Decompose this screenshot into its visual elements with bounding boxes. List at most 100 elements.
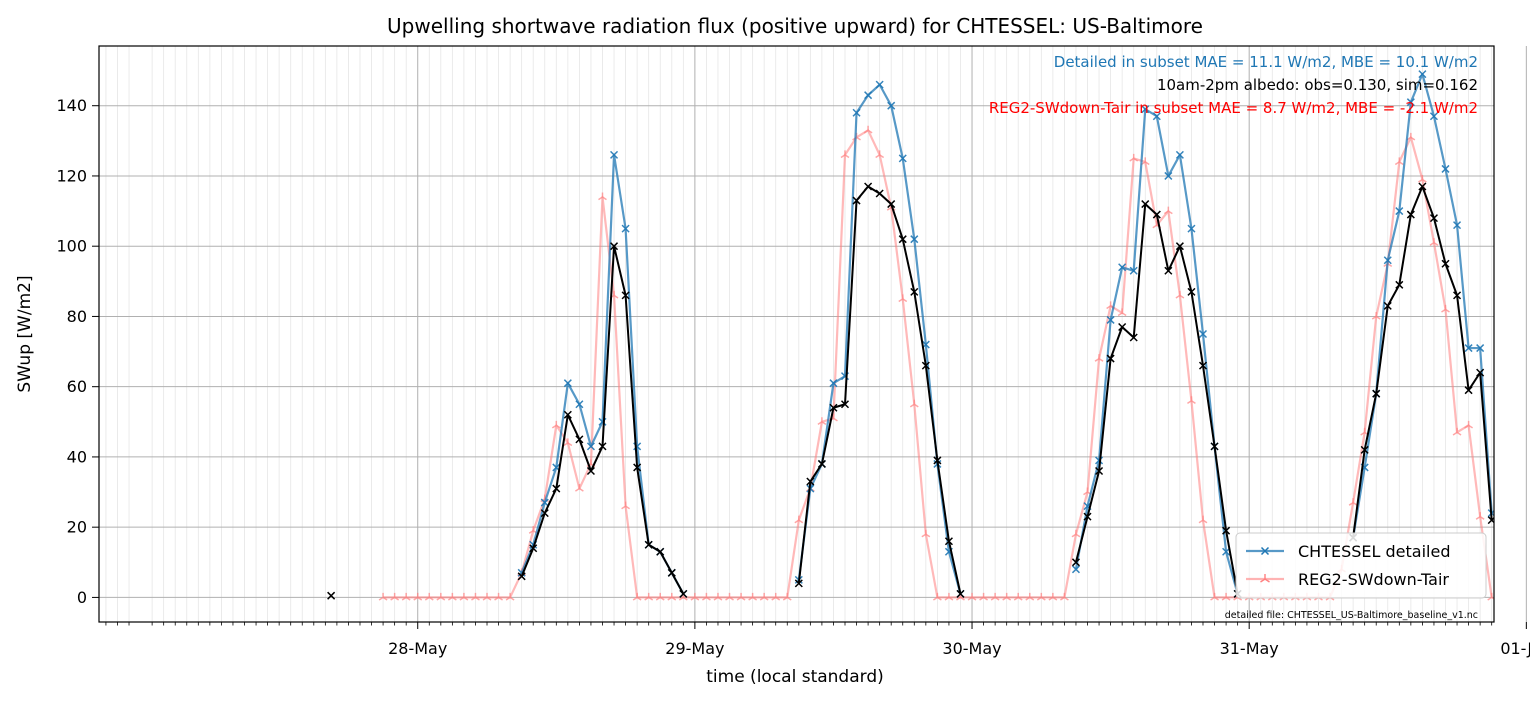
data-point	[1395, 207, 1404, 216]
data-point	[598, 192, 607, 201]
data-point	[1453, 291, 1462, 300]
data-point	[413, 592, 423, 601]
data-point	[852, 108, 861, 117]
data-point	[1371, 311, 1381, 320]
y-tick-label: 140	[56, 96, 87, 115]
data-point	[1141, 200, 1150, 209]
data-point	[610, 150, 619, 159]
data-point	[471, 592, 480, 601]
data-point	[447, 592, 457, 601]
data-point	[1222, 526, 1231, 535]
y-tick-label: 60	[67, 377, 87, 396]
x-tick-label: 29-May	[665, 639, 724, 658]
data-point	[1187, 396, 1196, 404]
data-point	[1383, 256, 1392, 265]
minor-grid	[105, 46, 1493, 622]
data-point	[1095, 466, 1104, 476]
data-point	[401, 592, 411, 601]
data-point	[909, 399, 919, 408]
plot-frame	[98, 45, 1495, 623]
data-point	[748, 592, 758, 601]
data-point	[794, 579, 803, 588]
data-point	[667, 568, 676, 577]
data-point	[655, 592, 665, 601]
data-point	[482, 592, 492, 601]
data-point	[1164, 266, 1173, 275]
data-point	[829, 379, 838, 388]
data-point	[1406, 98, 1415, 107]
data-point	[540, 509, 549, 518]
data-point	[1071, 529, 1081, 538]
data-point	[552, 484, 561, 493]
data-point	[1360, 445, 1369, 454]
data-point	[1071, 558, 1080, 567]
footnote: detailed file: CHTESSEL_US-Baltimore_bas…	[1225, 610, 1478, 621]
data-point	[1025, 592, 1035, 601]
data-point	[1198, 329, 1208, 339]
data-point	[1094, 354, 1104, 362]
data-point	[840, 400, 850, 409]
data-point	[1429, 112, 1438, 121]
data-point	[817, 417, 827, 426]
data-point	[1117, 308, 1127, 317]
data-point	[1395, 280, 1404, 289]
data-point	[898, 235, 907, 244]
data-point	[424, 592, 434, 601]
data-point	[436, 592, 446, 601]
data-point	[586, 466, 595, 476]
data-point	[944, 592, 954, 601]
data-point	[898, 154, 907, 163]
data-point	[1152, 210, 1161, 219]
data-point	[932, 592, 942, 601]
data-point	[656, 547, 665, 556]
y-tick-label: 120	[56, 166, 87, 185]
data-point	[1210, 442, 1219, 451]
data-point	[1429, 214, 1438, 223]
data-point	[1002, 592, 1012, 601]
data-point	[887, 101, 896, 110]
major-grid	[99, 46, 1527, 622]
data-point	[1106, 354, 1115, 363]
data-point	[633, 463, 642, 472]
data-point	[725, 592, 734, 601]
data-point	[1095, 456, 1104, 465]
data-point	[1441, 259, 1450, 268]
data-point	[1152, 112, 1161, 121]
data-point	[529, 544, 538, 553]
data-point	[1198, 361, 1208, 370]
legend-marker-chtessel	[1260, 546, 1270, 556]
data-point	[1106, 315, 1115, 324]
y-tick-label: 0	[77, 588, 87, 607]
data-point	[875, 150, 885, 159]
data-point	[1417, 174, 1427, 183]
annotation-detailed-stats: Detailed in subset MAE = 11.1 W/m2, MBE …	[1054, 53, 1478, 71]
data-point	[598, 442, 607, 451]
data-point	[586, 442, 595, 451]
data-point	[1071, 565, 1080, 574]
y-axis-label: SWup [W/m2]	[15, 275, 35, 392]
x-tick-label: 01-Jun	[1500, 639, 1530, 658]
data-point	[574, 484, 584, 492]
data-point	[327, 591, 336, 600]
data-point	[1464, 344, 1473, 353]
series-reference	[327, 182, 1494, 600]
data-point	[921, 529, 931, 538]
data-point	[1372, 389, 1381, 398]
legend-label-reg2: REG2-SWdown-Tair	[1298, 570, 1449, 589]
data-point	[1418, 182, 1427, 191]
data-point	[863, 125, 873, 134]
data-point	[563, 379, 572, 388]
data-point	[713, 592, 723, 601]
data-point	[1060, 592, 1069, 601]
data-point	[644, 540, 653, 549]
data-point	[667, 592, 677, 601]
data-point	[1175, 150, 1184, 159]
data-point	[1476, 344, 1485, 353]
data-point	[1222, 547, 1231, 556]
data-point	[1036, 592, 1046, 601]
data-point	[1418, 70, 1427, 79]
y-tick-label: 40	[67, 447, 87, 466]
y-tick-label: 20	[67, 518, 87, 537]
data-point	[1429, 238, 1439, 246]
